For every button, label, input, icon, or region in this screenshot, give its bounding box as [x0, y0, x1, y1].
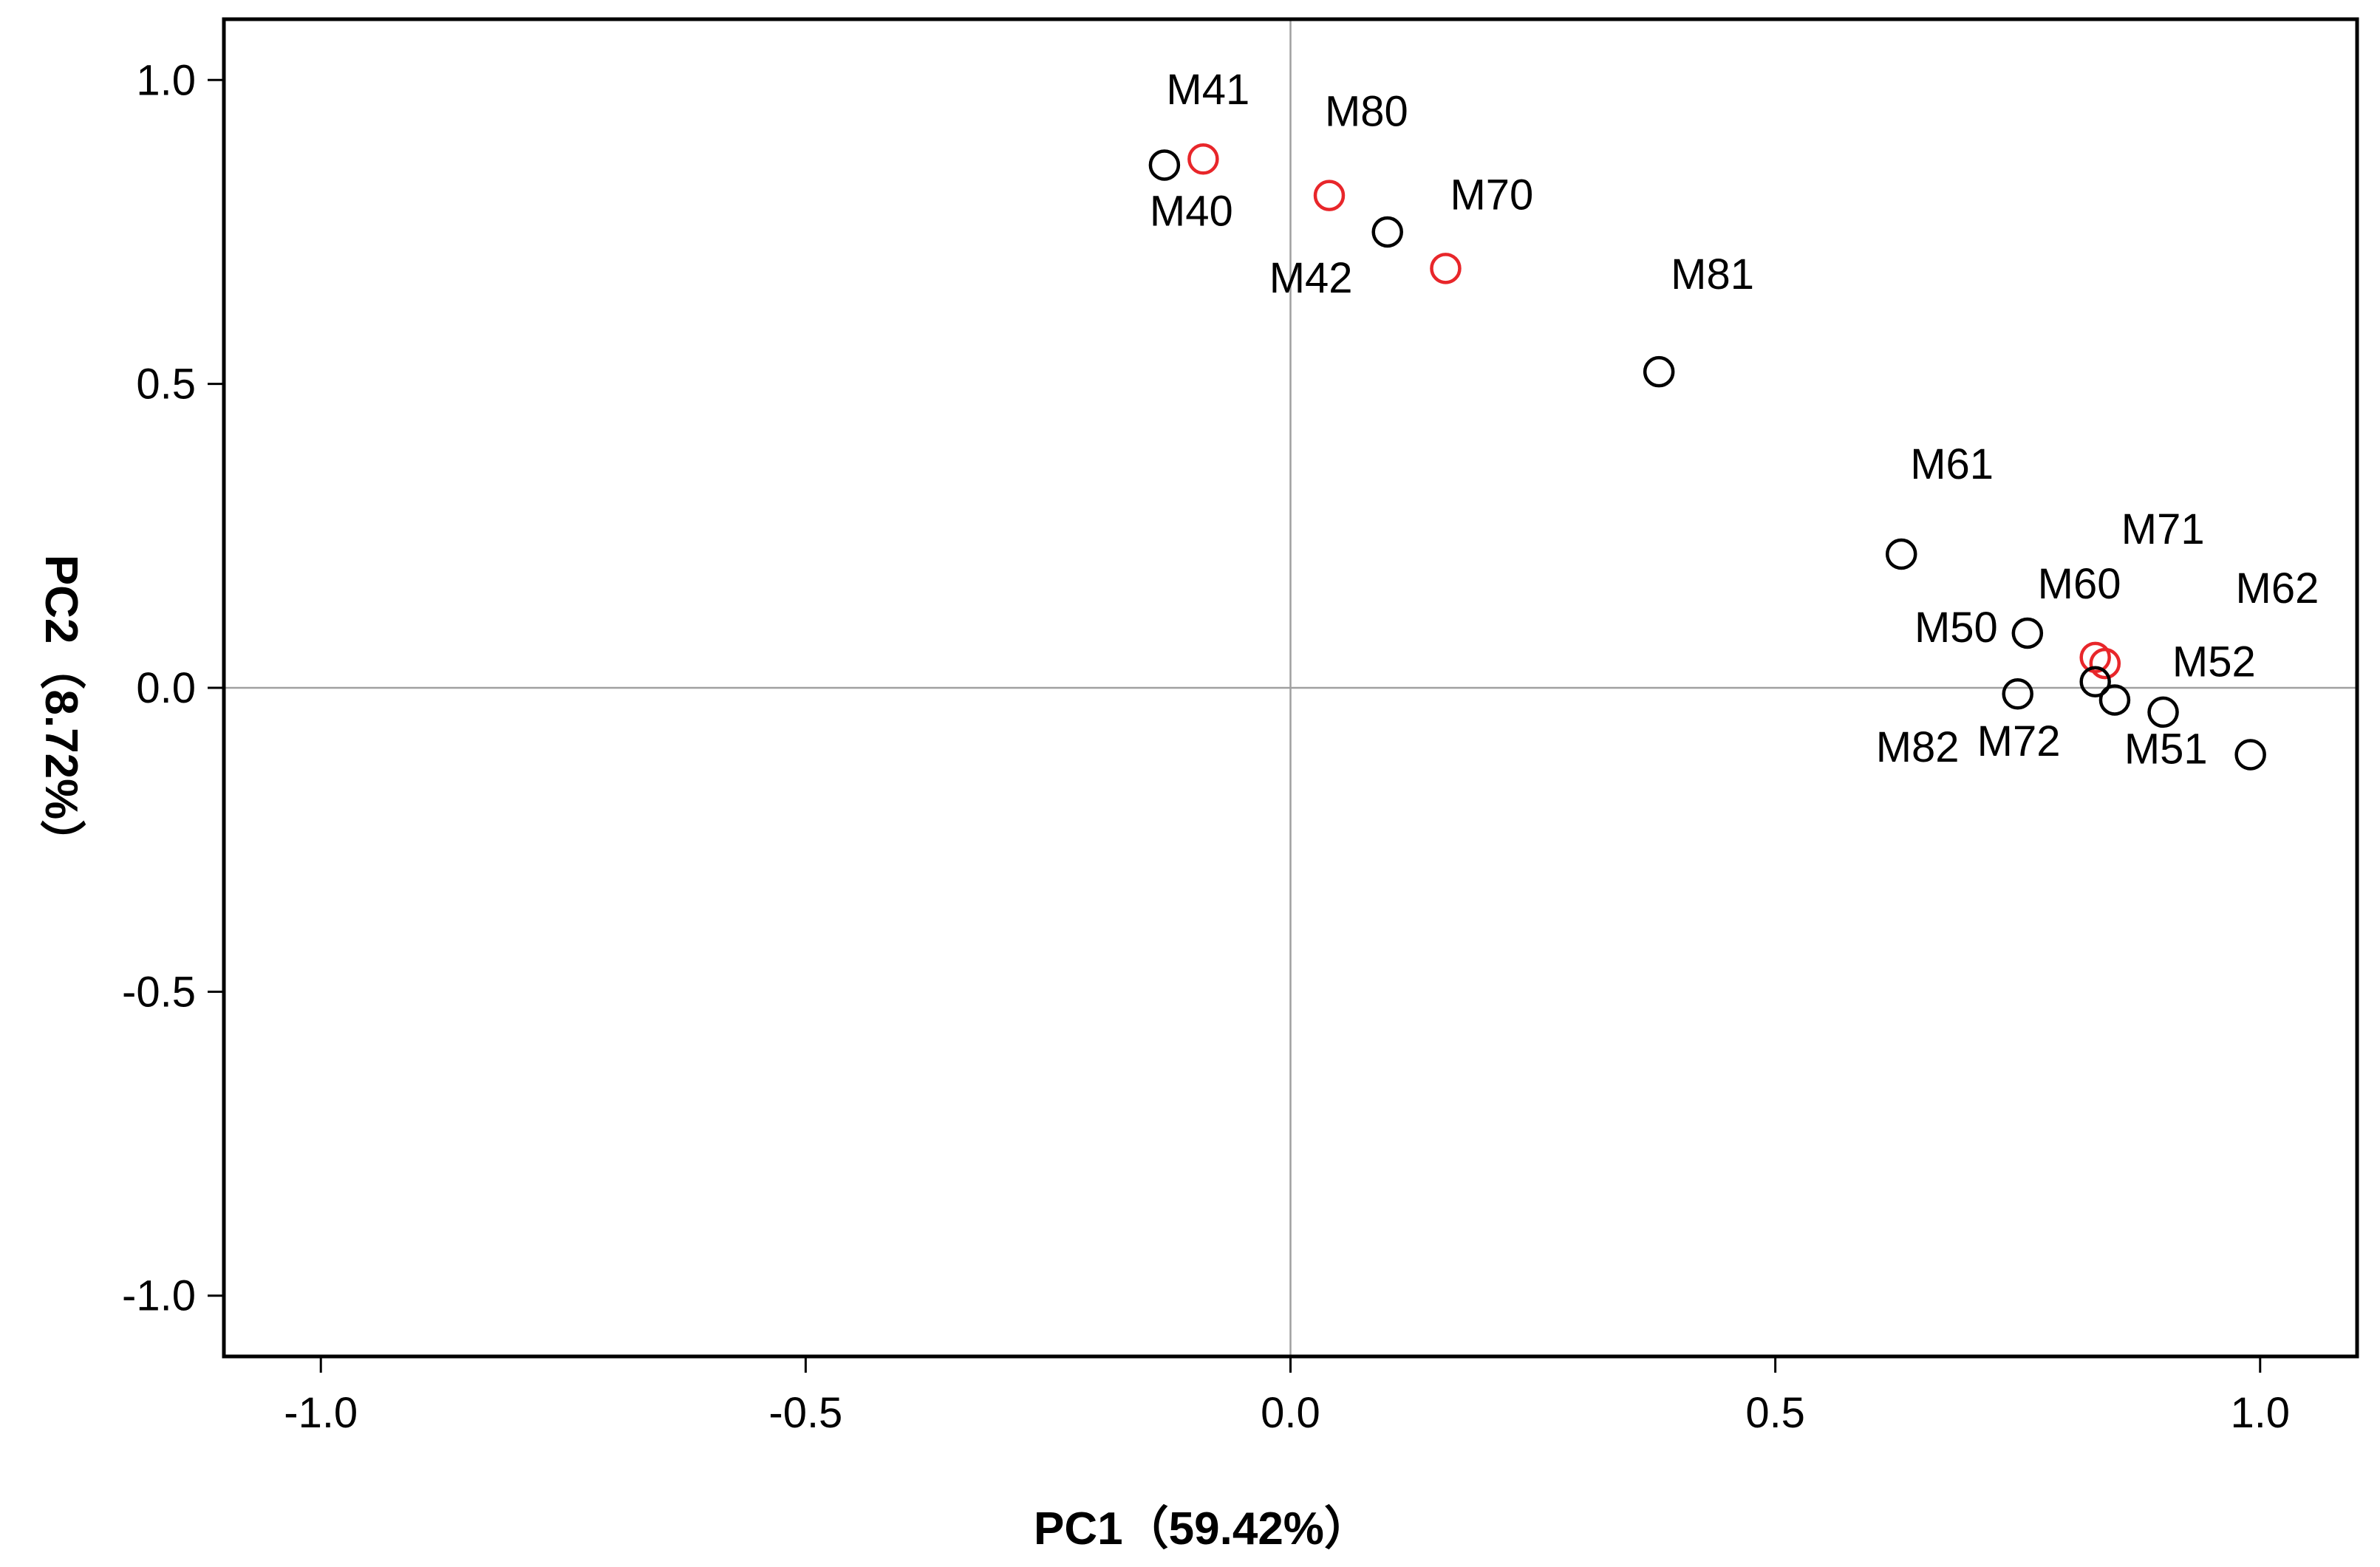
point-m70 — [1430, 253, 1462, 284]
point-label-m81: M81 — [1671, 250, 1754, 298]
point-m41 — [1187, 143, 1219, 175]
x-tick-label: -1.0 — [284, 1389, 358, 1437]
x-axis-title: PC1（59.42%） — [1034, 1503, 1370, 1554]
y-tick-label: -1.0 — [122, 1272, 196, 1320]
point-label-m71: M71 — [2121, 505, 2205, 553]
y-tick-label: -0.5 — [122, 968, 196, 1016]
point-m50 — [2011, 617, 2044, 649]
point-label-m61: M61 — [1910, 440, 1994, 488]
point-label-m51: M51 — [2124, 726, 2208, 774]
point-m40 — [1148, 149, 1181, 181]
x-tick-label: 0.0 — [1261, 1389, 1320, 1437]
point-m81 — [1643, 355, 1675, 388]
x-tick-label: 1.0 — [2230, 1389, 2290, 1437]
y-axis-title: PC2（8.72%） — [35, 555, 87, 865]
point-m71 — [2089, 647, 2121, 680]
axis-ticks: -1.0 -0.5 0.0 0.5 1.0 -1.0 -0.5 0.0 0.5 1.0 — [122, 56, 2290, 1437]
x-tick-label: -0.5 — [768, 1389, 842, 1437]
x-tick-label: 0.5 — [1745, 1389, 1805, 1437]
point-label-m72: M72 — [1977, 717, 2061, 765]
point-label-m52: M52 — [2172, 638, 2256, 686]
point-m61 — [1885, 538, 1917, 570]
point-m52 — [2098, 684, 2131, 716]
point-m42 — [1371, 216, 1403, 248]
point-label-m80: M80 — [1325, 88, 1408, 136]
point-label-m62: M62 — [2236, 564, 2319, 612]
reference-lines — [224, 19, 2357, 1356]
point-label-m42: M42 — [1269, 254, 1353, 302]
point-label-m41: M41 — [1166, 66, 1249, 114]
y-tick-label: 1.0 — [136, 56, 196, 104]
y-tick-label: 0.0 — [136, 664, 196, 712]
point-m51 — [2234, 739, 2266, 771]
point-label-m40: M40 — [1150, 187, 1233, 235]
point-label-m50: M50 — [1914, 604, 1998, 652]
point-label-m82: M82 — [1876, 723, 1960, 771]
y-tick-label: 0.5 — [136, 361, 196, 409]
point-m72 — [2079, 666, 2111, 698]
point-m80 — [1313, 180, 1346, 211]
point-m82 — [2002, 677, 2033, 710]
point-label-m70: M70 — [1450, 171, 1533, 219]
point-label-m60: M60 — [2038, 560, 2121, 608]
point-m62 — [2147, 696, 2179, 728]
